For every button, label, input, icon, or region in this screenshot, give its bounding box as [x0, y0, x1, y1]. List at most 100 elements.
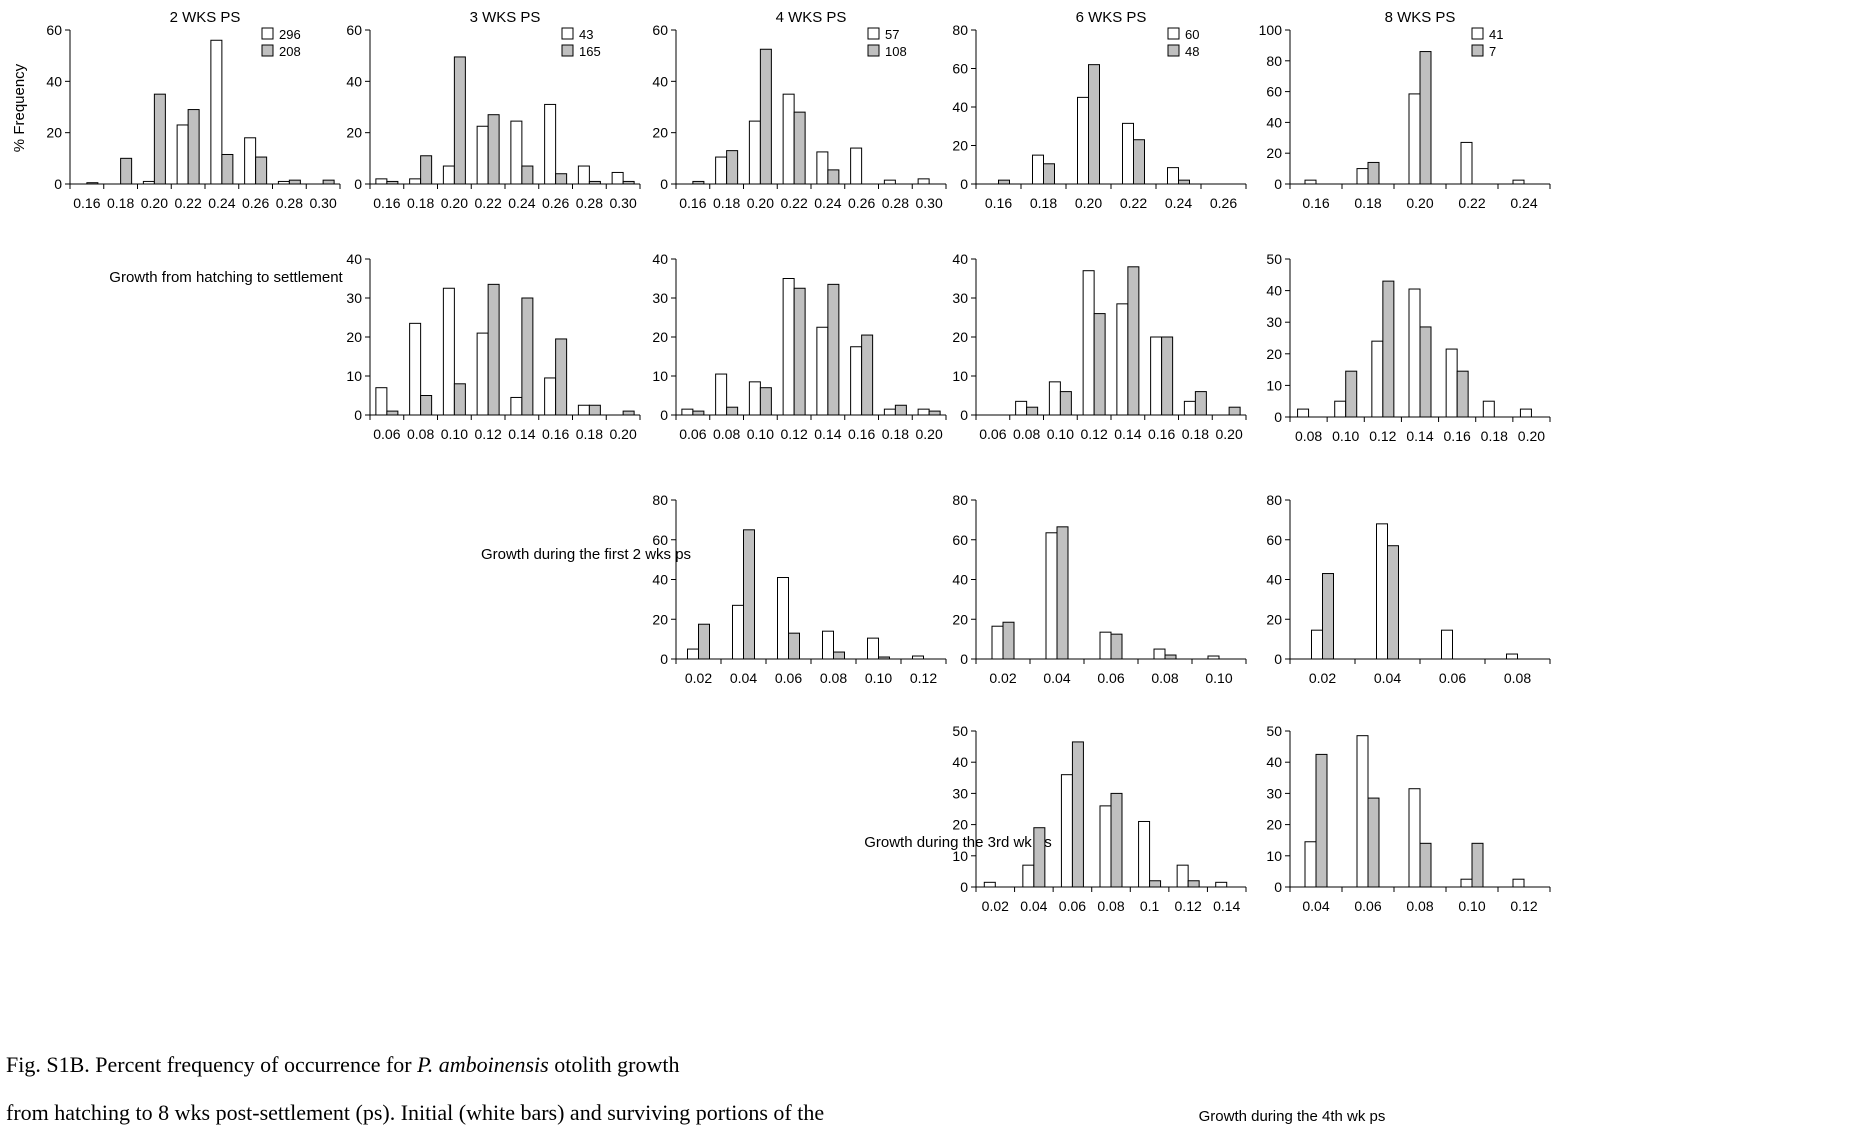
- bar-survivors: [998, 179, 1010, 185]
- bar-initial: [1022, 864, 1035, 888]
- x-tick-label: 0.16: [848, 426, 875, 442]
- bar-survivors: [1228, 406, 1241, 416]
- bar-initial: [1356, 735, 1369, 888]
- x-tick-label: 0.04: [1043, 670, 1070, 686]
- bar-survivors: [1345, 370, 1358, 418]
- y-tick-label: 30: [952, 785, 968, 801]
- x-tick-label: 0.20: [1518, 428, 1545, 444]
- x-tick-label: 0.1: [1140, 898, 1160, 914]
- y-tick-label: 60: [1266, 84, 1282, 100]
- bar-initial: [816, 151, 829, 185]
- panel-4-wks-3rd: 0 20 40 60 80 0.02 0.04 0.06 0.08 0.10 0.12: [652, 492, 947, 686]
- x-tick-label: 0.10: [1047, 426, 1074, 442]
- y-tick-label: 40: [652, 251, 668, 267]
- x-tick-label: 0.10: [441, 426, 468, 442]
- bar-initial: [1482, 400, 1495, 418]
- bar-initial: [822, 630, 834, 660]
- bar-initial: [917, 408, 930, 416]
- bar-initial: [732, 604, 744, 660]
- bar-survivors: [1367, 797, 1380, 888]
- x-tick-label: 0.22: [475, 195, 502, 211]
- bar-survivors: [1133, 139, 1145, 185]
- x-tick-label: 0.26: [1210, 195, 1237, 211]
- x-tick-label: 0.02: [982, 898, 1009, 914]
- bar-initial: [210, 39, 223, 185]
- x-tick-label: 0.20: [441, 195, 468, 211]
- x-tick-label: 0.06: [679, 426, 706, 442]
- x-tick-label: 0.08: [713, 426, 740, 442]
- y-tick-label: 60: [46, 22, 62, 38]
- bar-survivors: [288, 179, 301, 185]
- bar-survivors: [521, 165, 534, 185]
- x-tick-label: 0.16: [1302, 195, 1329, 211]
- bar-initial: [476, 332, 489, 416]
- bar-initial: [1512, 179, 1525, 185]
- bar-initial: [409, 322, 422, 416]
- bar-survivors: [1161, 336, 1174, 416]
- bar-initial: [912, 655, 924, 660]
- x-tick-label: 0.30: [310, 195, 337, 211]
- y-tick-label: 0: [960, 879, 968, 895]
- x-tick-label: 0.14: [1213, 898, 1240, 914]
- panel-6-wks-4th: 0 10 20 30 40 50 0.02 0.04 0.06 0.08 0.1 0.12 0.14: [952, 723, 1247, 914]
- bar-survivors: [521, 297, 534, 416]
- x-tick-label: 0.12: [910, 670, 937, 686]
- bar-initial: [1408, 788, 1421, 888]
- bar-initial: [1207, 655, 1220, 660]
- bar-initial: [715, 156, 728, 185]
- y-tick-label: 20: [952, 817, 968, 833]
- bar-initial: [577, 404, 590, 416]
- y-tick-label: 60: [346, 22, 362, 38]
- bar-survivors: [1033, 827, 1046, 888]
- bar-initial: [850, 147, 863, 185]
- y-tick-label: 40: [652, 572, 668, 588]
- panel-8-wks-first2: 0 10 20 30 40 50 0.08 0.10 0.12 0.14 0.16 0.18 0.20: [1266, 251, 1551, 444]
- bar-survivors: [1456, 370, 1469, 418]
- x-tick-label: 0.22: [781, 195, 808, 211]
- bar-initial: [510, 120, 523, 185]
- panel-8-wks-3rd: 0 20 40 60 80 0.02 0.04 0.06 0.08: [1266, 492, 1551, 686]
- bar-initial: [277, 180, 290, 185]
- x-tick-label: 0.14: [1406, 428, 1433, 444]
- bar-survivors: [487, 114, 500, 185]
- x-tick-label: 0.08: [1504, 670, 1531, 686]
- bar-initial: [1015, 400, 1028, 416]
- bar-initial: [1460, 878, 1473, 888]
- y-tick-label: 50: [1266, 723, 1282, 739]
- x-tick-label: 0.06: [1439, 670, 1466, 686]
- bar-initial: [1356, 168, 1369, 185]
- bar-initial: [1077, 96, 1089, 185]
- x-tick-label: 0.16: [1148, 426, 1175, 442]
- bar-survivors: [793, 287, 806, 416]
- bar-initial: [1334, 400, 1347, 418]
- y-tick-label: 0: [54, 176, 62, 192]
- legend-swatch-survivors: [867, 44, 880, 57]
- bar-survivors: [827, 169, 840, 185]
- bar-initial: [142, 180, 155, 185]
- figure-caption-line-2: from hatching to 8 wks post-settlement (…: [6, 1100, 825, 1125]
- y-tick-label: 40: [346, 251, 362, 267]
- x-tick-label: 0.26: [242, 195, 269, 211]
- bar-initial: [1167, 167, 1179, 185]
- bar-survivors: [1149, 880, 1162, 888]
- panel-title: 4 WKS PS: [776, 9, 847, 26]
- x-tick-label: 0.24: [508, 195, 535, 211]
- bar-initial: [1519, 408, 1532, 418]
- bar-survivors: [894, 404, 907, 416]
- bar-survivors: [692, 180, 705, 185]
- y-tick-label: 40: [1266, 283, 1282, 299]
- y-tick-label: 40: [1266, 114, 1282, 130]
- x-tick-label: 0.18: [407, 195, 434, 211]
- bar-initial: [1048, 381, 1061, 416]
- bar-survivors: [1059, 391, 1072, 416]
- bar-initial: [850, 346, 863, 416]
- bar-initial: [544, 377, 557, 416]
- x-tick-label: 0.08: [1151, 670, 1178, 686]
- y-tick-label: 20: [1266, 611, 1282, 627]
- bar-initial: [816, 326, 829, 416]
- x-tick-label: 0.20: [141, 195, 168, 211]
- bar-survivors: [420, 395, 433, 416]
- y-tick-label: 40: [952, 251, 968, 267]
- y-tick-label: 0: [1274, 409, 1282, 425]
- bar-initial: [1150, 336, 1163, 416]
